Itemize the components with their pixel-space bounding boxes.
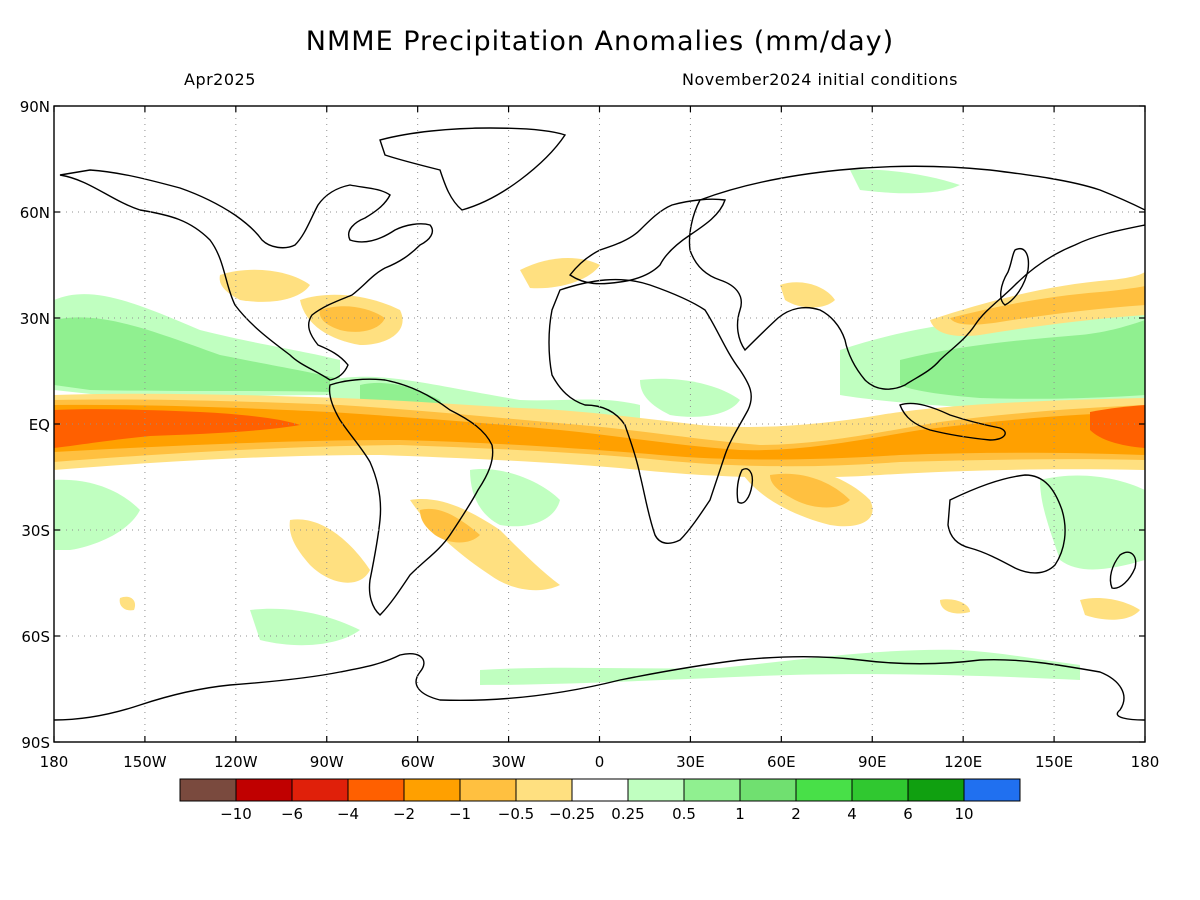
colorbar-swatch [179,778,237,802]
dry-region-southern-ocean-2 [940,599,970,614]
graticule [54,106,1145,742]
colorbar-label: 6 [903,805,913,823]
colorbar-label: 0.25 [611,805,644,823]
colorbar-label: −0.5 [498,805,534,823]
colorbar-label: 4 [847,805,857,823]
forecast-month: Apr2025 [184,70,256,89]
dry-region-indian-ocean-core [770,473,850,508]
dry-region-south-pacific [289,519,370,583]
dry-region-south-atlantic-core [420,508,480,543]
lon-tick-label: 60W [401,753,435,771]
initial-conditions: November2024 initial conditions [682,70,958,89]
lat-tick-label: 90N [20,98,50,116]
wet-region-australia-east [1040,475,1145,570]
lat-tick-label: 90S [21,734,50,752]
wet-region-south-pacific [54,479,140,550]
coast-antarctica [54,653,1145,721]
coast-new-zealand [1109,551,1137,589]
map-title: NMME Precipitation Anomalies (mm/day) [305,26,895,57]
lat-tick-label: 60N [20,204,50,222]
dry-region-north-america [219,269,310,302]
colorbar-swatch [907,778,965,802]
lon-tick-label: 90E [858,753,887,771]
lon-tick-label: 0 [595,753,605,771]
colorbar-label: −0.25 [549,805,595,823]
anomaly-fields [54,169,1145,685]
lon-tick-label: 180 [40,753,69,771]
wet-region-south-atlantic [470,469,560,527]
lon-tick-label: 150W [123,753,167,771]
coastlines [54,127,1145,721]
lon-tick-label: 60E [767,753,796,771]
coast-madagascar [736,468,754,504]
colorbar-label: −10 [220,805,252,823]
colorbar-swatch [963,778,1021,802]
lat-tick-label: 60S [21,628,50,646]
dry-region-west-pacific-heavy [1090,405,1145,448]
colorbar-swatch [347,778,405,802]
colorbar-swatch [459,778,517,802]
axis-ticks: 180 150W 120W 90W 60W 30W 0 30E 60E 90E 120E 150E 18… [20,98,1160,771]
colorbar-swatch [403,778,461,802]
lon-tick-label: 120W [214,753,258,771]
colorbar-swatch [627,778,685,802]
dry-region-south-pacific-2 [119,596,136,611]
dry-region-equatorial-pacific-heavy [54,409,300,448]
colorbar-swatch [739,778,797,802]
colorbar-label: 10 [954,805,973,823]
wet-region-arctic [850,169,960,194]
wet-region-west-pacific-core [900,320,1145,399]
colorbar-label: −6 [281,805,303,823]
lat-tick-label: 30N [20,310,50,328]
lon-tick-label: 30W [492,753,526,771]
colorbar-label: 0.5 [672,805,696,823]
coast-australia [947,474,1066,574]
dry-region-arabia [780,282,835,308]
coast-europe [568,198,726,285]
coast-indonesia [899,402,1006,441]
dry-region-northwest-pacific-core [950,286,1145,325]
lon-tick-label: 30E [676,753,705,771]
colorbar-label: −4 [337,805,359,823]
lon-tick-label: 150E [1035,753,1073,771]
wet-region-central-africa [640,378,740,417]
colorbar-swatch [795,778,853,802]
colorbar-label: 1 [735,805,745,823]
colorbar-swatch [683,778,741,802]
lon-tick-label: 120E [944,753,982,771]
coast-japan [1000,248,1030,306]
dry-region-north-atlantic-core [319,306,385,332]
lon-tick-label: 180 [1131,753,1160,771]
dry-region-europe [520,258,600,289]
colorbar-label: −2 [393,805,415,823]
colorbar: −10 −6 −4 −2 −1 −0.5 −0.25 0.25 0.5 1 2 4 6 10 [179,778,1021,823]
coast-greenland [379,127,567,211]
colorbar-swatch [571,778,629,802]
colorbar-label: −1 [449,805,471,823]
colorbar-swatch [851,778,909,802]
lat-tick-label: 30S [21,522,50,540]
wet-region-southern-ocean [250,608,360,646]
lat-tick-label: EQ [29,416,50,434]
lon-tick-label: 90W [310,753,344,771]
coast-africa [548,278,752,544]
colorbar-swatch [235,778,293,802]
colorbar-swatch [291,778,349,802]
dry-region-southern-ocean [1080,598,1140,620]
colorbar-label: 2 [791,805,801,823]
wet-region-north-pacific-core [54,317,335,392]
colorbar-swatch [515,778,573,802]
coast-south-america [328,378,494,616]
wet-region-antarctic-coast [480,649,1080,685]
coast-north-america [59,169,434,381]
